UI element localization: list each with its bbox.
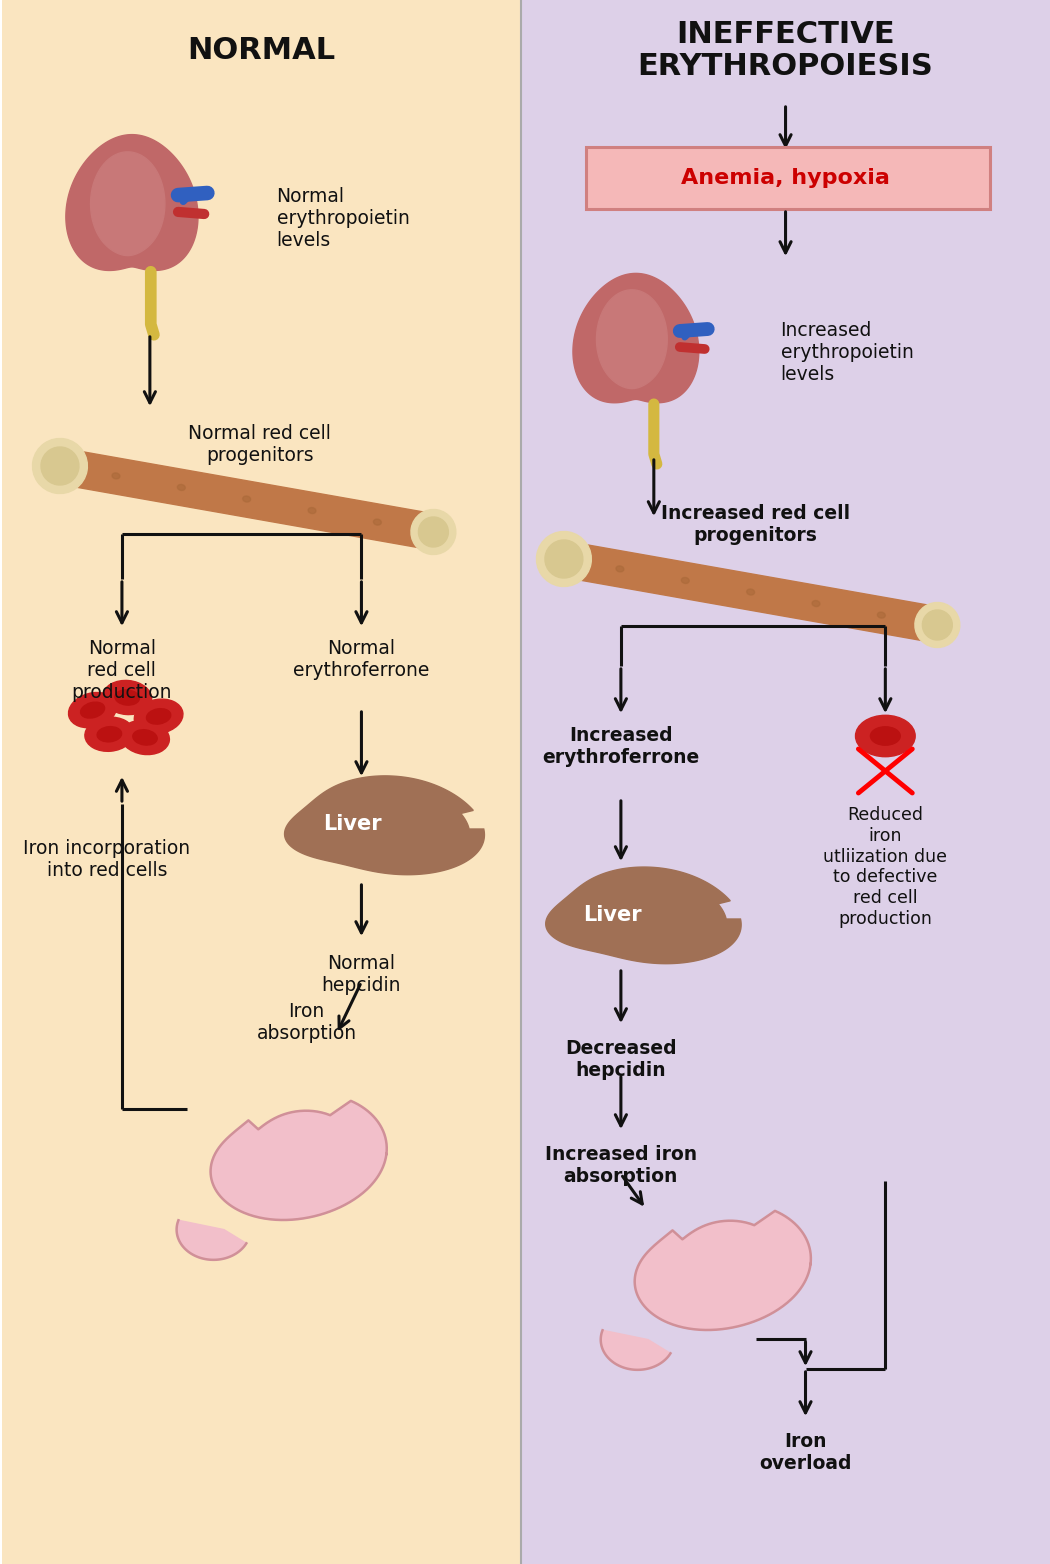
Ellipse shape	[68, 693, 117, 727]
Text: Iron
overload: Iron overload	[759, 1433, 852, 1473]
Polygon shape	[546, 866, 741, 963]
Ellipse shape	[922, 610, 952, 640]
Ellipse shape	[41, 447, 79, 485]
Text: INEFFECTIVE
ERYTHROPOIESIS: INEFFECTIVE ERYTHROPOIESIS	[637, 20, 933, 81]
Ellipse shape	[103, 680, 151, 715]
Text: Increased red cell
progenitors: Increased red cell progenitors	[662, 504, 850, 544]
Polygon shape	[57, 449, 437, 549]
Text: Liver: Liver	[583, 904, 642, 924]
Text: Increased iron
absorption: Increased iron absorption	[545, 1145, 697, 1186]
Ellipse shape	[411, 510, 456, 555]
Ellipse shape	[870, 727, 900, 744]
Text: Iron
absorption: Iron absorption	[256, 1003, 357, 1043]
Ellipse shape	[308, 507, 316, 513]
Ellipse shape	[915, 602, 960, 647]
Text: Reduced
iron
utliization due
to defective
red cell
production: Reduced iron utliization due to defectiv…	[823, 805, 947, 927]
Polygon shape	[596, 289, 667, 388]
Polygon shape	[285, 776, 484, 874]
Ellipse shape	[537, 532, 591, 586]
Ellipse shape	[856, 715, 916, 757]
Text: Increased
erythroferrone: Increased erythroferrone	[542, 726, 699, 766]
Ellipse shape	[243, 496, 251, 502]
Ellipse shape	[81, 702, 105, 718]
Ellipse shape	[146, 708, 171, 724]
Polygon shape	[66, 135, 198, 271]
Polygon shape	[634, 1211, 811, 1329]
FancyBboxPatch shape	[586, 147, 990, 210]
Ellipse shape	[112, 472, 120, 479]
Ellipse shape	[98, 727, 122, 741]
Bar	[521, 0, 1050, 1564]
Ellipse shape	[134, 699, 183, 734]
Ellipse shape	[616, 566, 624, 572]
Ellipse shape	[114, 690, 140, 705]
Text: Liver: Liver	[323, 815, 382, 835]
Text: Normal
erythropoietin
levels: Normal erythropoietin levels	[276, 188, 410, 250]
Ellipse shape	[121, 719, 169, 754]
Text: Normal
hepcidin: Normal hepcidin	[321, 954, 401, 995]
Polygon shape	[561, 541, 941, 643]
Polygon shape	[601, 1331, 671, 1370]
Text: Increased
erythropoietin
levels: Increased erythropoietin levels	[780, 321, 914, 383]
Ellipse shape	[177, 485, 185, 491]
Ellipse shape	[545, 540, 583, 579]
Polygon shape	[176, 1220, 247, 1261]
Text: Iron incorporation
into red cells: Iron incorporation into red cells	[23, 838, 190, 881]
Polygon shape	[573, 274, 698, 404]
Ellipse shape	[812, 601, 820, 607]
Ellipse shape	[747, 590, 755, 594]
Bar	[2, 0, 521, 1564]
Polygon shape	[90, 152, 165, 255]
Polygon shape	[211, 1101, 386, 1220]
Ellipse shape	[85, 718, 133, 751]
Text: Decreased
hepcidin: Decreased hepcidin	[565, 1038, 676, 1081]
Ellipse shape	[681, 577, 689, 583]
Text: Normal
red cell
production: Normal red cell production	[71, 640, 172, 702]
Text: Normal red cell
progenitors: Normal red cell progenitors	[188, 424, 331, 465]
Ellipse shape	[374, 519, 381, 526]
Ellipse shape	[33, 438, 87, 494]
Text: Normal
erythroferrone: Normal erythroferrone	[293, 640, 429, 680]
Ellipse shape	[132, 730, 158, 744]
Text: Anemia, hypoxia: Anemia, hypoxia	[681, 167, 890, 188]
Ellipse shape	[878, 612, 885, 618]
Text: NORMAL: NORMAL	[188, 36, 336, 66]
Ellipse shape	[419, 518, 448, 547]
